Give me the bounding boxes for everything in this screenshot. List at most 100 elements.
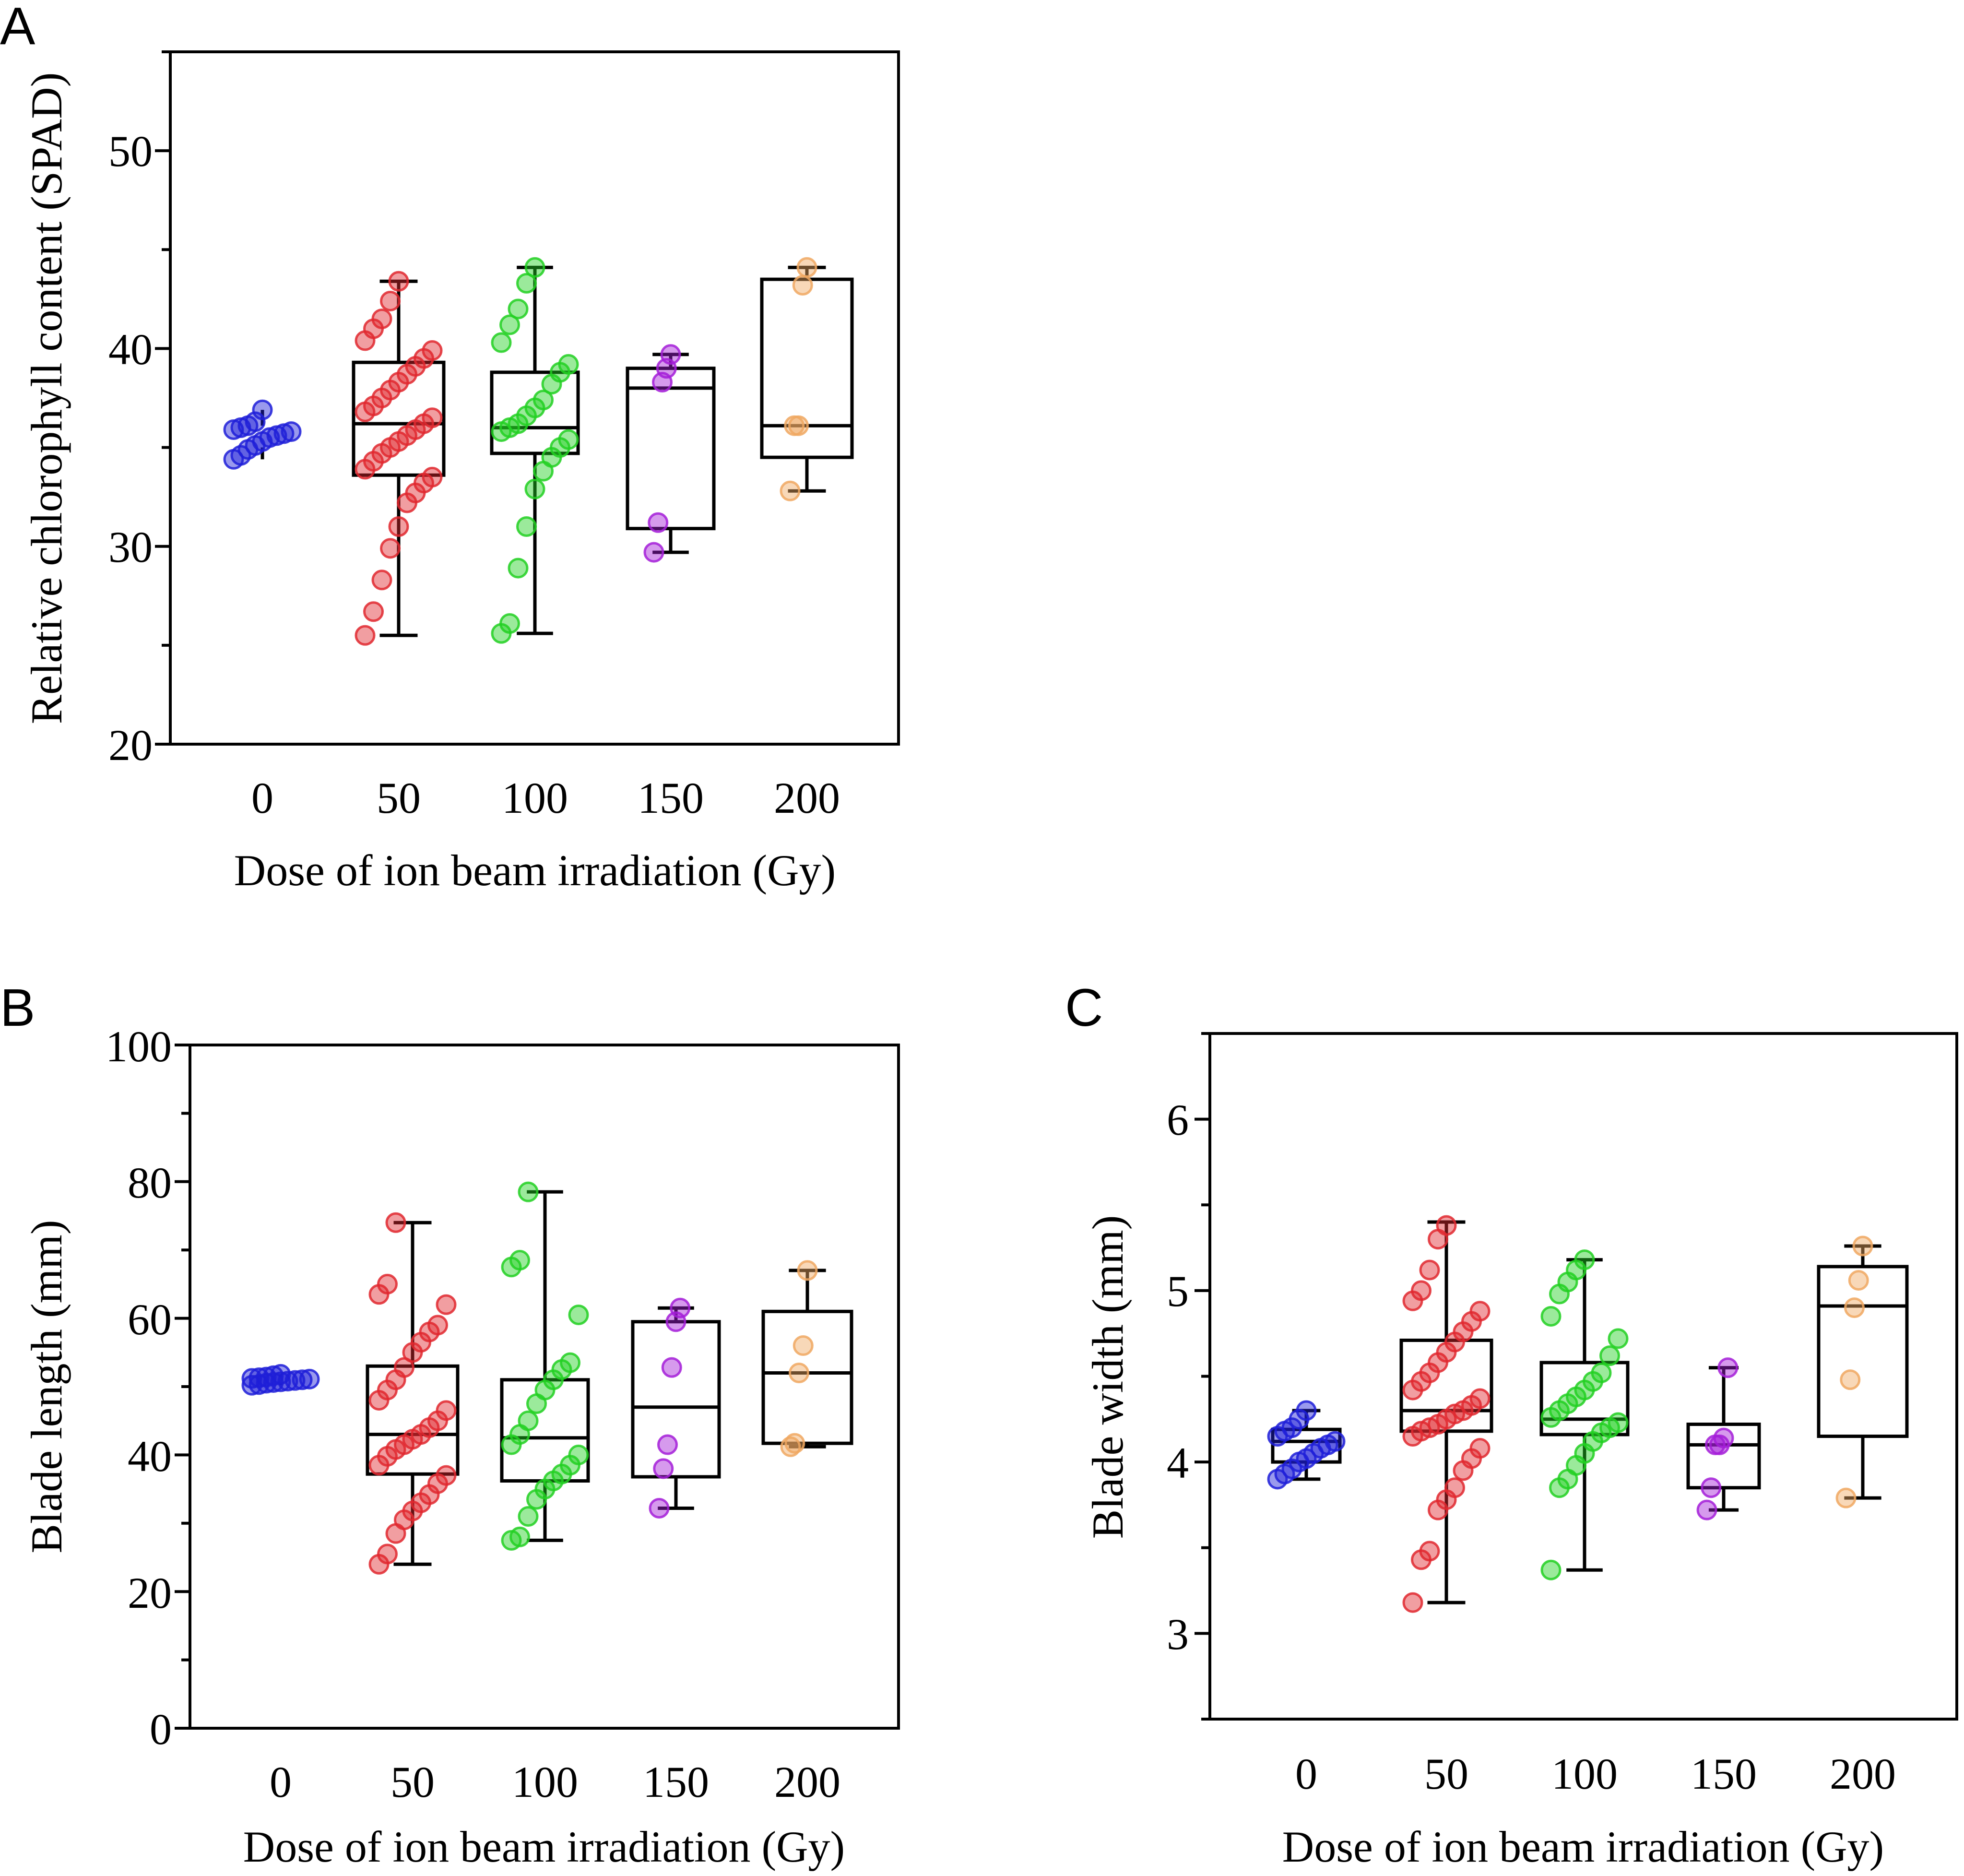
- y-tick-label-3: 3: [1167, 1610, 1189, 1659]
- y-tick-label-60: 60: [128, 1295, 172, 1344]
- data-point-dose-100: [524, 478, 545, 499]
- data-point-dose-150: [653, 1458, 674, 1479]
- x-tick-label-50: 50: [390, 1757, 435, 1806]
- panel-b-y-ticks: [175, 1044, 190, 1730]
- panel-a-y-ticks: [155, 50, 170, 746]
- data-point-dose-150: [670, 1297, 691, 1318]
- data-point-dose-50: [1469, 1388, 1491, 1409]
- x-tick-label-100: 100: [512, 1757, 578, 1806]
- interquartile-box: [626, 367, 716, 531]
- interquartile-box: [1539, 1361, 1630, 1437]
- data-point-dose-100: [560, 1352, 580, 1373]
- data-point-dose-0: [270, 1364, 291, 1385]
- y-tick-label-80: 80: [128, 1158, 172, 1207]
- x-tick-label-0: 0: [270, 1757, 292, 1806]
- data-point-dose-50: [436, 1294, 457, 1315]
- data-point-dose-100: [568, 1444, 589, 1465]
- panel-c: C 6 5 4 3 0 50 100 150 200 Dose of ion b…: [1065, 978, 1958, 1871]
- data-point-dose-100: [558, 429, 579, 450]
- data-point-dose-50: [1469, 1301, 1491, 1322]
- data-point-dose-50: [1419, 1541, 1440, 1562]
- y-tick-label-0: 0: [150, 1705, 172, 1754]
- panel-a-points: [223, 257, 817, 646]
- data-point-dose-200: [789, 1363, 809, 1384]
- box-plot-dose-200: [760, 265, 854, 493]
- data-point-dose-100: [509, 1526, 530, 1547]
- data-point-dose-150: [1696, 1499, 1717, 1520]
- data-point-dose-0: [263, 1365, 284, 1386]
- data-point-dose-200: [780, 480, 801, 501]
- x-tick-label-150: 150: [643, 1757, 709, 1806]
- data-point-dose-0: [292, 1369, 313, 1390]
- data-point-dose-100: [516, 273, 537, 294]
- data-point-dose-100: [568, 1304, 589, 1325]
- data-point-dose-150: [660, 344, 681, 365]
- data-point-dose-100: [518, 1410, 539, 1431]
- data-point-dose-150: [1701, 1477, 1722, 1498]
- data-point-dose-100: [508, 558, 529, 579]
- data-point-dose-50: [436, 1465, 457, 1486]
- panel-b-x-axis-title: Dose of ion beam irradiation (Gy): [243, 1822, 845, 1871]
- data-point-dose-0: [252, 399, 273, 420]
- y-tick-label-40: 40: [108, 325, 153, 374]
- data-point-dose-100: [508, 298, 529, 320]
- x-tick-label-150: 150: [1691, 1749, 1757, 1798]
- data-point-dose-50: [427, 1315, 448, 1336]
- data-point-dose-100: [518, 1181, 539, 1202]
- data-point-dose-150: [661, 1357, 682, 1378]
- data-point-dose-100: [491, 332, 512, 353]
- data-point-dose-100: [558, 354, 579, 375]
- panel-c-y-axis-title: Blade width (mm): [1083, 1215, 1132, 1539]
- x-tick-label-100: 100: [1551, 1749, 1618, 1798]
- data-point-dose-50: [1436, 1215, 1457, 1236]
- data-point-dose-50: [380, 290, 401, 311]
- data-point-dose-0: [1325, 1431, 1346, 1452]
- data-point-dose-50: [422, 407, 443, 428]
- data-point-dose-0: [281, 421, 302, 442]
- x-tick-label-50: 50: [1424, 1749, 1468, 1798]
- data-point-dose-200: [1852, 1235, 1873, 1257]
- interquartile-box: [631, 1320, 721, 1479]
- y-tick-label-4: 4: [1167, 1438, 1189, 1487]
- data-point-dose-150: [1717, 1357, 1739, 1378]
- data-point-dose-150: [648, 512, 669, 533]
- data-point-dose-100: [1591, 1362, 1612, 1383]
- data-point-dose-200: [1835, 1487, 1857, 1508]
- interquartile-box: [1271, 1427, 1342, 1464]
- data-point-dose-200: [796, 257, 817, 278]
- panel-letter-c: C: [1065, 978, 1103, 1037]
- data-point-dose-150: [1713, 1427, 1734, 1449]
- data-point-dose-50: [355, 625, 376, 646]
- box-plot-dose-200: [761, 1269, 853, 1449]
- interquartile-box: [1686, 1423, 1761, 1490]
- box-plot-dose-150: [631, 1306, 721, 1510]
- data-point-dose-200: [793, 1335, 814, 1356]
- panel-c-boxes: [1271, 1220, 1909, 1604]
- x-tick-label-200: 200: [1830, 1749, 1896, 1798]
- data-point-dose-150: [657, 1434, 678, 1455]
- data-point-dose-200: [1848, 1270, 1869, 1291]
- data-point-dose-0: [299, 1368, 320, 1389]
- panel-c-x-axis-title: Dose of ion beam irradiation (Gy): [1282, 1822, 1884, 1871]
- data-point-dose-50: [422, 466, 443, 487]
- data-point-dose-200: [788, 415, 809, 436]
- panel-a-y-axis-title: Relative chlorophyll content (SPAD): [22, 72, 71, 724]
- data-point-dose-50: [422, 340, 443, 361]
- panel-letter-a: A: [0, 0, 35, 56]
- data-point-dose-50: [377, 1273, 398, 1294]
- y-tick-label-100: 100: [106, 1022, 172, 1071]
- data-point-dose-50: [371, 570, 392, 591]
- data-point-dose-50: [388, 271, 409, 292]
- data-point-dose-50: [388, 516, 409, 537]
- y-tick-label-30: 30: [108, 522, 153, 571]
- data-point-dose-200: [792, 274, 813, 296]
- data-point-dose-0: [1296, 1400, 1317, 1421]
- panel-letter-b: B: [0, 978, 35, 1037]
- interquartile-box: [352, 360, 446, 477]
- data-point-dose-100: [1599, 1345, 1620, 1366]
- panel-a-plot-frame: [169, 50, 900, 746]
- data-point-dose-50: [436, 1400, 457, 1421]
- box-plot-dose-100: [490, 265, 580, 635]
- data-point-dose-100: [516, 516, 537, 537]
